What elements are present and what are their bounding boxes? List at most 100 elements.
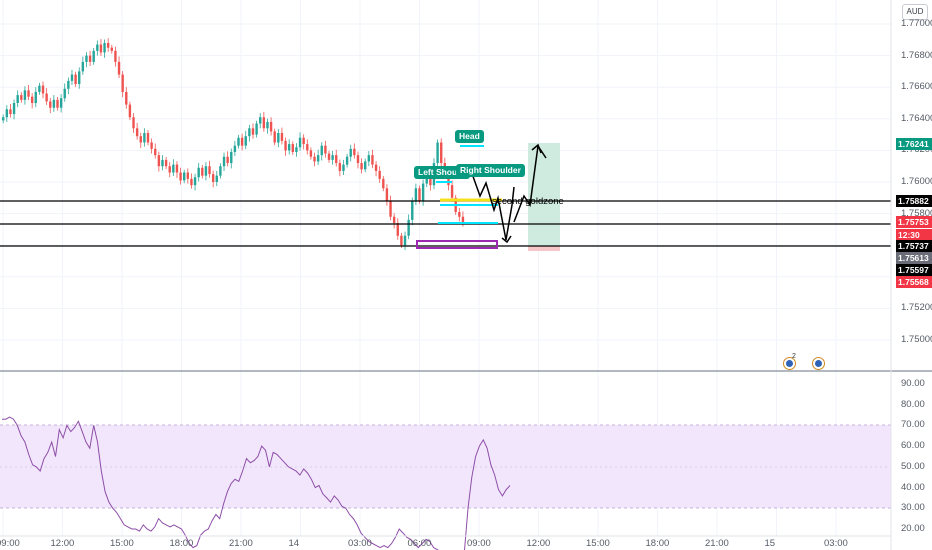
time-tick: 03:00 xyxy=(824,538,848,549)
candle-body xyxy=(360,163,363,170)
head-label[interactable]: Head xyxy=(455,130,484,143)
projection-path-2[interactable] xyxy=(513,145,539,223)
time-tick: 06:00 xyxy=(407,538,432,549)
candle-body xyxy=(324,145,327,154)
candle-body xyxy=(121,74,124,92)
candle-body xyxy=(49,101,52,108)
candle-body xyxy=(414,188,418,201)
candle-body xyxy=(421,183,425,201)
rsi-tick: 80.00 xyxy=(901,398,925,410)
rsi-tick: 30.00 xyxy=(901,502,925,514)
candle-body xyxy=(201,167,204,176)
candle-body xyxy=(313,156,316,162)
candle-body xyxy=(284,140,287,151)
candle-body xyxy=(338,163,342,171)
candle-body xyxy=(96,44,99,51)
candle-body xyxy=(219,166,222,176)
candle-body xyxy=(382,178,385,189)
candle-body xyxy=(259,117,262,124)
candle-body xyxy=(450,185,454,198)
candle-body xyxy=(273,131,276,143)
candle-body xyxy=(16,95,19,103)
price-tick: 1.75000 xyxy=(901,334,932,345)
price-badge: 1.75737 xyxy=(896,240,932,252)
time-tick: 03:00 xyxy=(348,538,372,549)
candle-body xyxy=(327,153,331,160)
purple-box[interactable] xyxy=(416,240,498,249)
candle-body xyxy=(92,50,95,62)
candle-body xyxy=(255,123,258,135)
candle-body xyxy=(204,166,208,176)
candle-body xyxy=(81,61,85,72)
candles xyxy=(2,38,465,250)
candle-body xyxy=(110,47,113,51)
candle-body xyxy=(349,148,352,157)
candle-body xyxy=(99,44,103,53)
candle-body xyxy=(45,93,48,102)
candle-body xyxy=(396,223,399,236)
economic-event-icon[interactable]: 2 xyxy=(783,353,796,370)
rsi-tick: 60.00 xyxy=(901,440,925,452)
candle-body xyxy=(280,133,284,141)
price-tick: 1.76800 xyxy=(901,49,932,61)
rsi-tick: 20.00 xyxy=(901,523,925,534)
candle-body xyxy=(146,133,150,143)
projection-arrowhead-b xyxy=(531,143,542,154)
rsi-line xyxy=(2,416,511,550)
time-tick: 18:00 xyxy=(645,538,670,549)
candle-body xyxy=(139,136,142,143)
time-tick: 21:00 xyxy=(229,538,253,549)
candle-body xyxy=(237,137,240,146)
candle-body xyxy=(74,74,77,85)
price-badge: 1.75882 xyxy=(896,195,932,207)
candle-body xyxy=(425,175,428,184)
rsi-tick: 70.00 xyxy=(901,419,925,431)
candle-body xyxy=(436,142,439,164)
economic-event-icon-2[interactable] xyxy=(812,357,825,370)
price-badge: 12:30 xyxy=(896,229,932,241)
candle-body xyxy=(215,175,218,182)
candle-body xyxy=(56,99,59,108)
candle-body xyxy=(34,91,37,103)
candle-body xyxy=(157,155,161,167)
candle-body xyxy=(291,144,294,152)
candle-body xyxy=(367,155,371,162)
candle-body xyxy=(230,151,233,164)
candle-body xyxy=(20,95,23,100)
candle-body xyxy=(70,74,74,81)
candle-body xyxy=(320,145,323,156)
currency-label[interactable]: AUD xyxy=(902,4,928,20)
candle-body xyxy=(411,200,414,220)
price-tick: 1.76400 xyxy=(901,112,932,124)
candle-body xyxy=(154,148,157,156)
stop-zone xyxy=(528,246,560,251)
candle-body xyxy=(190,178,193,186)
second-goldzone-label[interactable]: second goldzone xyxy=(492,196,564,207)
projection-arrowhead-c xyxy=(501,235,512,244)
candle-body xyxy=(392,216,396,224)
candle-body xyxy=(342,164,345,171)
candle-body xyxy=(27,90,30,97)
candle-body xyxy=(371,155,374,165)
candle-body xyxy=(262,117,266,129)
candle-body xyxy=(269,121,273,132)
candle-body xyxy=(461,216,465,224)
candle-body xyxy=(117,61,121,75)
time-tick: 14 xyxy=(288,538,300,549)
candle-body xyxy=(226,156,229,164)
time-tick: 09:00 xyxy=(0,538,20,549)
candle-body xyxy=(331,155,334,160)
price-badge: 1.75568 xyxy=(896,276,932,288)
candle-body xyxy=(298,137,302,148)
candle-body xyxy=(389,200,392,217)
projection-path-1[interactable] xyxy=(469,167,515,241)
candle-body xyxy=(378,170,381,179)
candle-body xyxy=(240,137,244,146)
candle-body xyxy=(306,144,309,151)
candle-body xyxy=(197,167,200,178)
candle-body xyxy=(88,55,92,62)
price-tick: 1.76600 xyxy=(901,81,932,93)
right-shoulder-label[interactable]: Right Shoulder xyxy=(456,164,525,177)
candle-body xyxy=(251,128,255,135)
